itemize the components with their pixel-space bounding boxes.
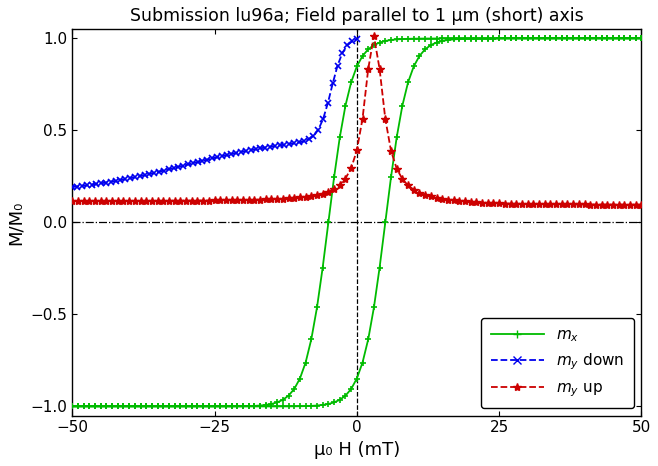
Legend: $m_x$, $m_y$ down, $m_y$ up: $m_x$, $m_y$ down, $m_y$ up — [482, 318, 634, 408]
X-axis label: μ₀ H (mT): μ₀ H (mT) — [314, 441, 400, 459]
Title: Submission lu96a; Field parallel to 1 μm (short) axis: Submission lu96a; Field parallel to 1 μm… — [130, 7, 584, 25]
Y-axis label: M/M₀: M/M₀ — [7, 200, 25, 245]
